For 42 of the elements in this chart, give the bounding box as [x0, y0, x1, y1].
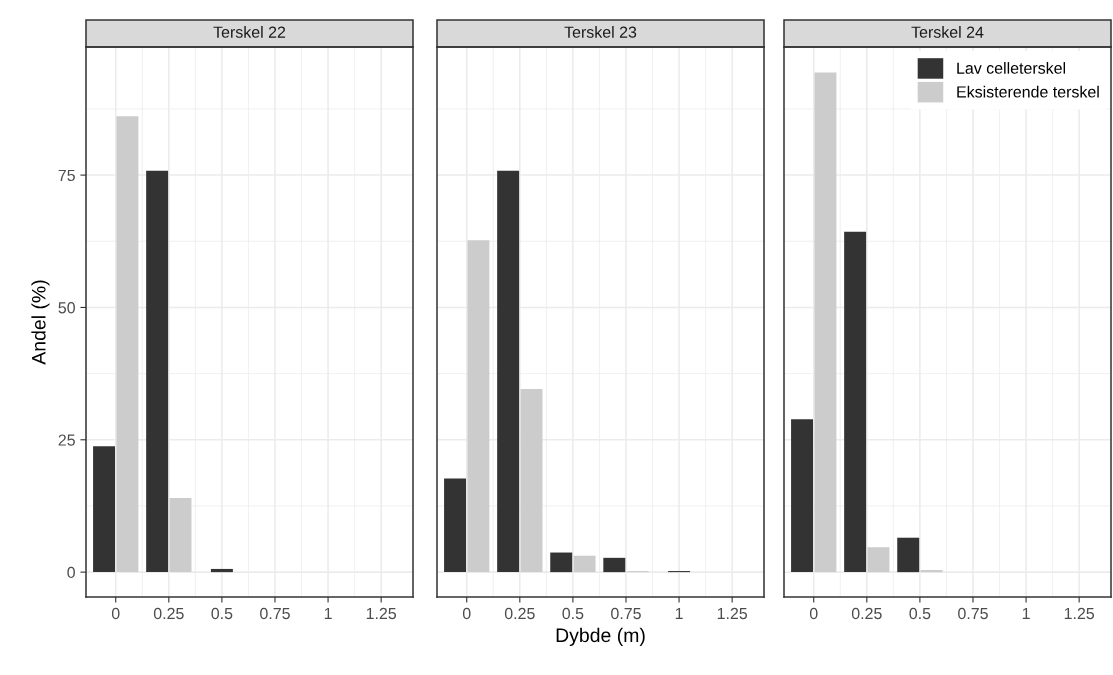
- bar: [497, 170, 520, 573]
- x-tick-label: 0.5: [909, 607, 931, 620]
- x-tick-label: 0.25: [153, 607, 184, 620]
- x-tick-label: 0.5: [211, 607, 233, 620]
- x-tick-label: 0.25: [504, 607, 535, 620]
- bar: [844, 231, 867, 573]
- chart-title: Terskel 23: [564, 26, 637, 38]
- y-tick-label: 25: [58, 434, 75, 446]
- x-tick-label: 0.75: [958, 607, 988, 620]
- bar: [573, 555, 596, 573]
- x-tick-label: 0.75: [260, 607, 290, 620]
- bar: [867, 547, 890, 573]
- x-tick-label: 0.25: [851, 607, 882, 620]
- bar: [920, 570, 943, 573]
- bar: [897, 537, 920, 573]
- x-tick-label: 1: [324, 608, 332, 619]
- x-tick-label: 0.75: [611, 607, 641, 620]
- chart-title: Terskel 24: [911, 26, 984, 38]
- legend-label: Lav celleterskel: [957, 62, 1066, 74]
- y-tick-label: 75: [58, 169, 75, 182]
- bar: [520, 388, 543, 573]
- bar: [550, 552, 573, 573]
- x-axis-title: Dybde (m): [556, 627, 645, 646]
- bar: [791, 419, 814, 573]
- bar: [467, 240, 490, 573]
- x-tick-label: 1.25: [1064, 607, 1095, 620]
- x-tick-label: 0: [809, 607, 818, 620]
- y-axis-title: Andel (%): [31, 280, 50, 365]
- x-tick-label: 0: [462, 607, 471, 620]
- y-tick-label: 50: [58, 302, 75, 314]
- x-tick-label: 0.5: [562, 607, 584, 620]
- bar: [814, 72, 837, 573]
- chart-title: Terskel 22: [213, 26, 286, 38]
- y-tick-label: 0: [67, 566, 75, 579]
- bar: [444, 478, 467, 573]
- x-tick-label: 1: [1022, 608, 1030, 619]
- x-tick-label: 0: [111, 607, 120, 620]
- legend-label: Eksisterende terskel: [957, 85, 1099, 98]
- x-tick-label: 1.25: [717, 607, 748, 620]
- x-tick-label: 1: [675, 608, 683, 619]
- x-tick-label: 1.25: [366, 607, 397, 620]
- bar: [603, 557, 626, 573]
